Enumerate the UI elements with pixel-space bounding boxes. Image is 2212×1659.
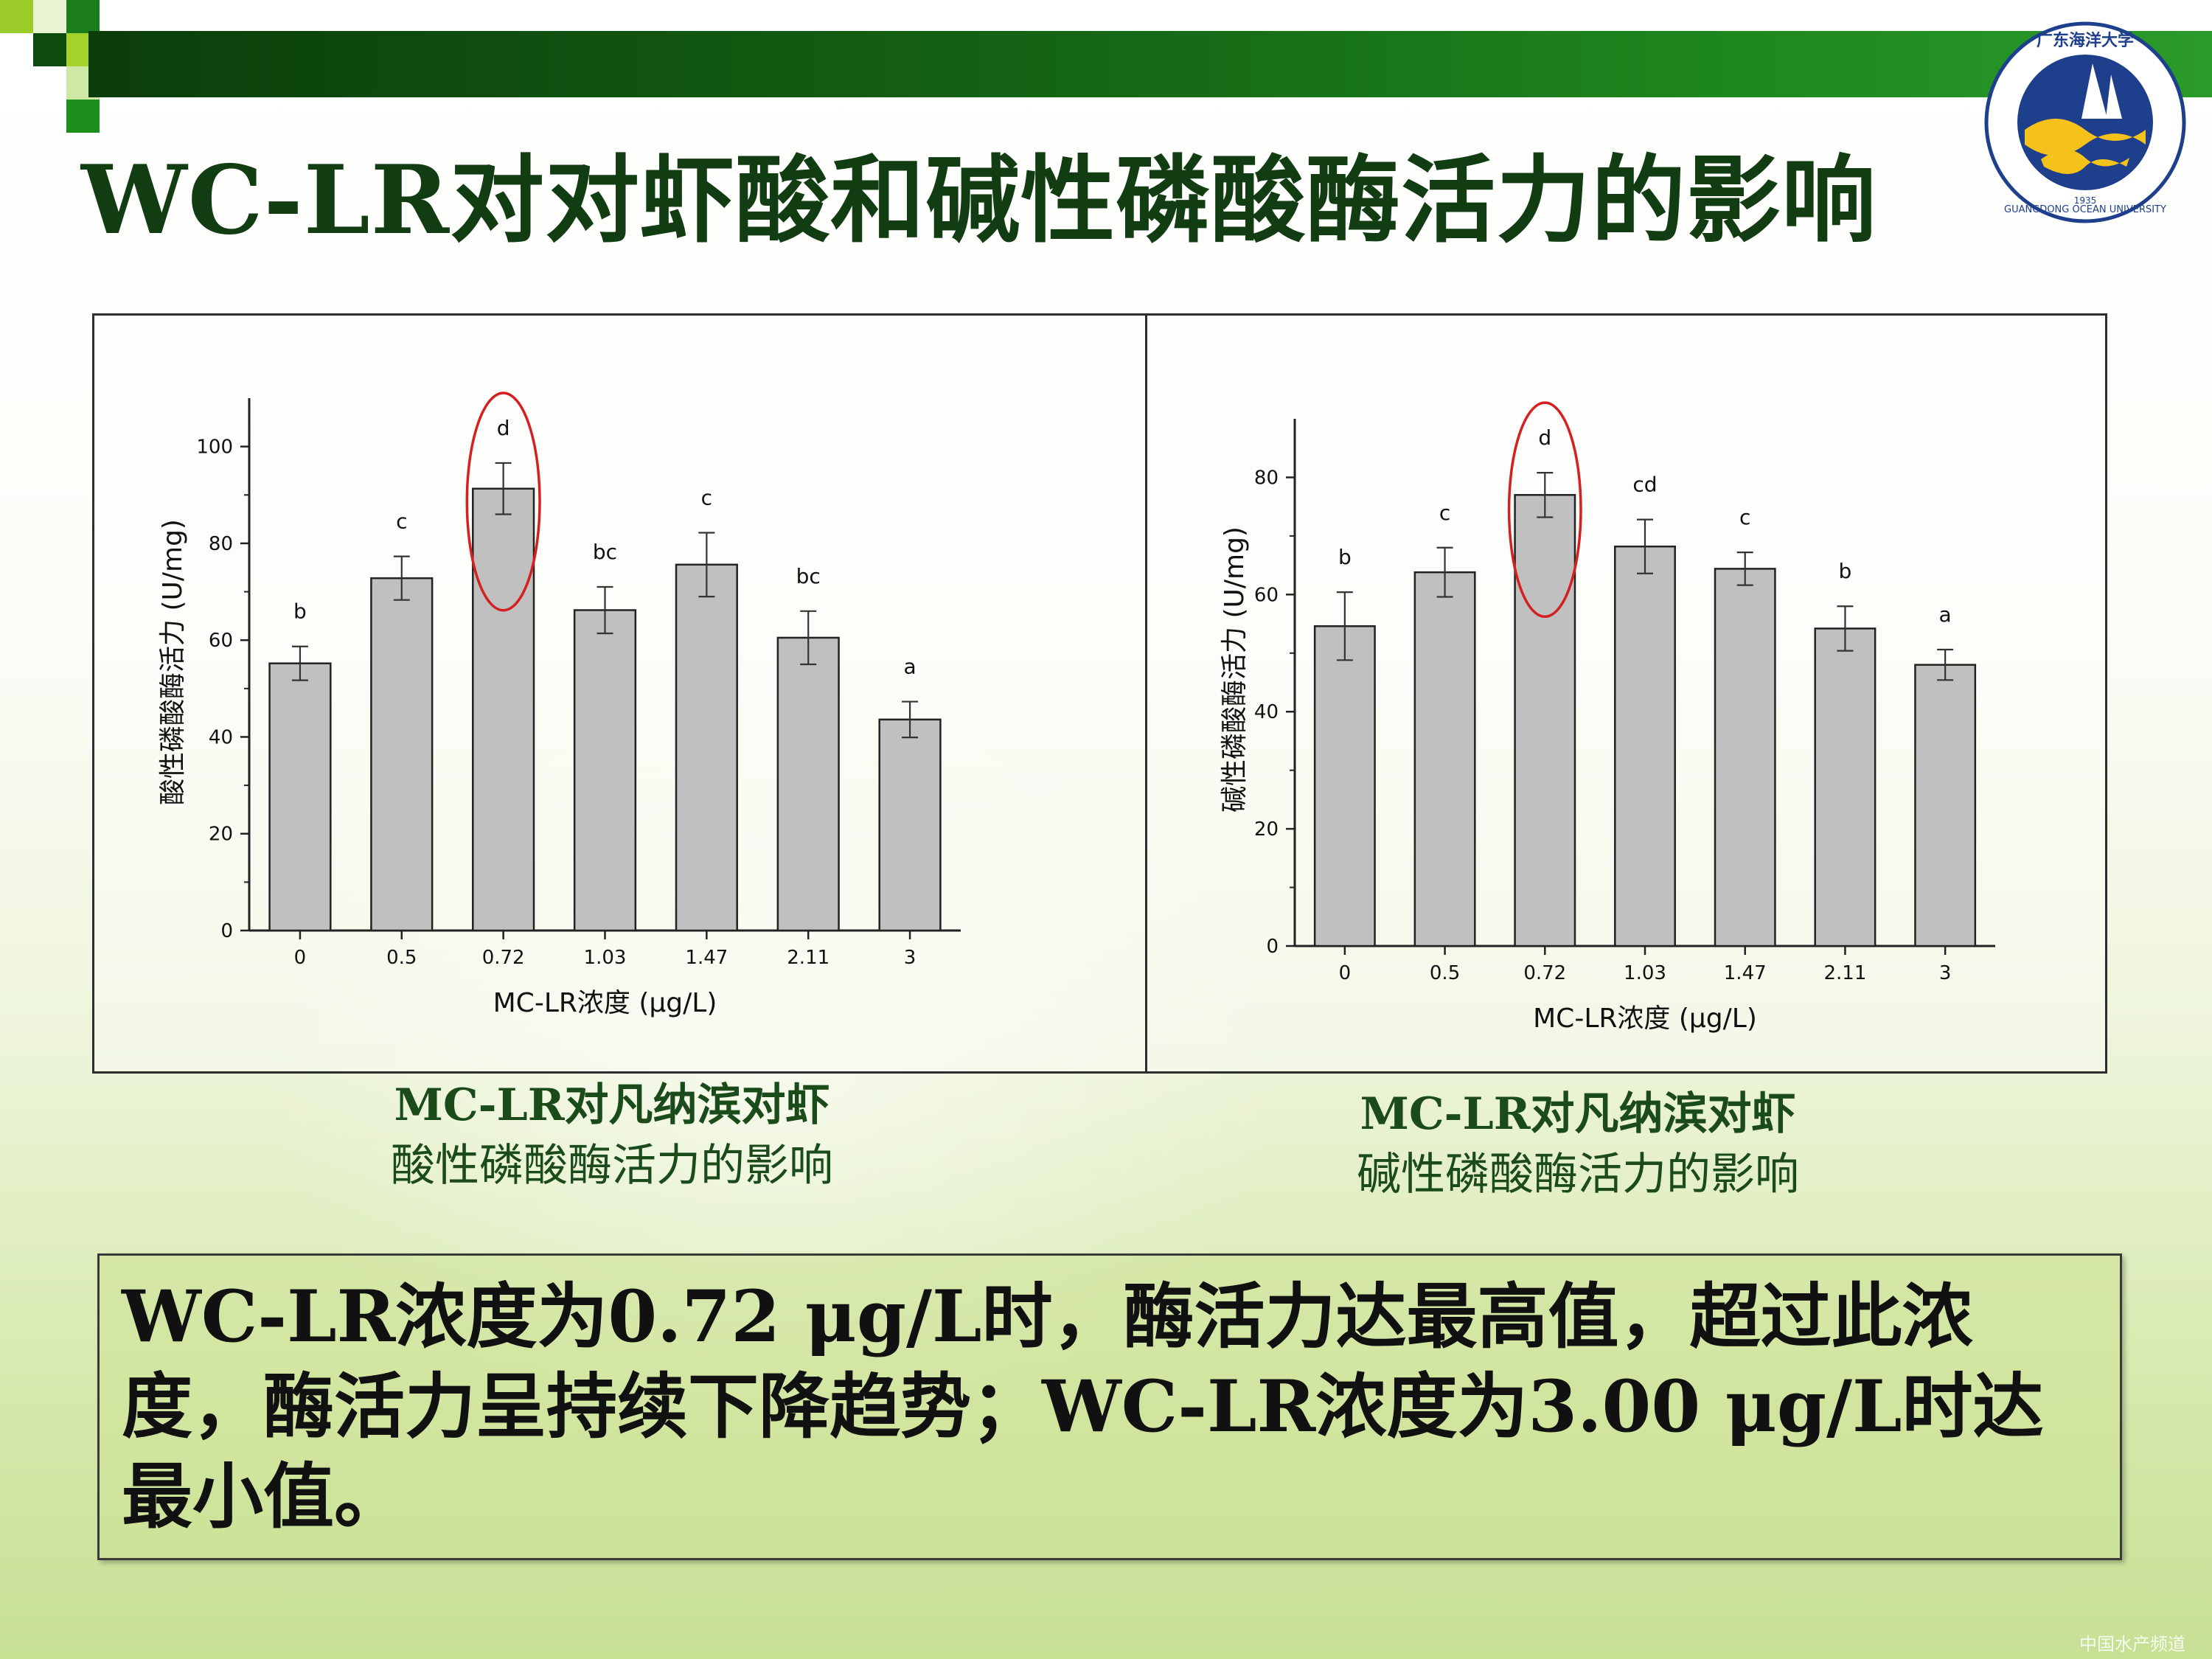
significance-label: a xyxy=(903,655,916,679)
significance-label: d xyxy=(1538,425,1551,450)
y-tick-label: 80 xyxy=(1254,467,1279,489)
logo-bottom-text: GUANGDONG OCEAN UNIVERSITY xyxy=(2004,204,2166,215)
acid-phosphatase-chart: 0 20 40 60 80 100 b 0 c 0.5 d 0.72 bc 1.03 c 1.47 bc 2.11… xyxy=(158,392,961,1018)
significance-label: bc xyxy=(796,564,821,588)
significance-label: c xyxy=(701,485,712,509)
significance-label: c xyxy=(1439,501,1450,525)
x-tick-label: 2.11 xyxy=(787,947,830,969)
x-tick-label: 1.03 xyxy=(584,947,627,969)
significance-label: bc xyxy=(593,540,617,564)
caption-right-line1: MC-LR对凡纳滨对虾 xyxy=(1360,1088,1796,1140)
highlight-ellipse xyxy=(465,392,541,612)
y-tick-label: 20 xyxy=(209,824,233,846)
y-tick-label: 0 xyxy=(220,920,233,942)
bar-2.11 xyxy=(1814,627,1877,947)
charts-divider xyxy=(1145,316,1147,1071)
significance-label: cd xyxy=(1632,473,1657,497)
bar-0 xyxy=(268,662,332,932)
significance-label: b xyxy=(1338,545,1352,569)
bar-0.5 xyxy=(370,577,434,932)
y-tick-label: 100 xyxy=(196,437,233,459)
significance-label: b xyxy=(293,599,307,624)
bar-0.72 xyxy=(1514,494,1576,947)
logo-year: 1935 xyxy=(2074,195,2097,206)
caption-left-line2: 酸性磷酸酶活力的影响 xyxy=(391,1140,833,1192)
university-logo: 广东海洋大学 GUANGDONG OCEAN UNIVERSITY 1935 xyxy=(1984,21,2186,223)
x-tick-label: 0.5 xyxy=(386,947,417,969)
y-axis-title: 碱性磷酸酶活力 (U/mg) xyxy=(1220,526,1250,813)
bar-0.72 xyxy=(472,487,535,932)
caption-left-line1: MC-LR对凡纳滨对虾 xyxy=(394,1079,830,1131)
title-bar xyxy=(88,31,2212,97)
x-tick-label: 0 xyxy=(294,947,307,969)
x-tick-label: 0.5 xyxy=(1430,962,1460,984)
conclusion-box: WC-LR浓度为0.72 μg/L时，酶活力达最高值，超过此浓度，酶活力呈持续下… xyxy=(97,1253,2122,1560)
slide-title: WC-LR对对虾酸和碱性磷酸酶活力的影响 xyxy=(81,145,1877,256)
bar-0.5 xyxy=(1413,571,1476,947)
x-tick-label: 0 xyxy=(1339,962,1352,984)
decor-square-2 xyxy=(33,0,66,33)
logo-top-text: 广东海洋大学 xyxy=(2037,31,2134,50)
highlight-ellipse xyxy=(1507,401,1582,619)
significance-label: c xyxy=(1739,505,1750,529)
bar-2.11 xyxy=(776,636,840,932)
x-tick-label: 3 xyxy=(1939,962,1952,984)
bar-1.47 xyxy=(1714,568,1776,947)
y-tick-label: 40 xyxy=(209,726,233,748)
significance-label: a xyxy=(1939,602,1952,627)
y-tick-label: 60 xyxy=(209,630,233,652)
decor-square-1 xyxy=(0,0,33,33)
decor-square-3 xyxy=(66,0,100,33)
watermark: 中国水产频道 xyxy=(2079,1634,2185,1655)
bar-1.47 xyxy=(675,563,738,932)
x-tick-label: 1.47 xyxy=(685,947,728,969)
bar-3 xyxy=(878,718,942,932)
y-tick-label: 0 xyxy=(1266,936,1279,958)
x-tick-label: 3 xyxy=(904,947,917,969)
bar-1.03 xyxy=(1614,545,1676,947)
x-tick-label: 1.03 xyxy=(1624,962,1666,984)
bar-1.03 xyxy=(573,609,637,932)
x-axis-title: MC-LR浓度 (μg/L) xyxy=(493,988,717,1018)
caption-right-line2: 碱性磷酸酶活力的影响 xyxy=(1357,1149,1799,1200)
y-tick-label: 60 xyxy=(1254,584,1279,606)
significance-label: d xyxy=(497,416,510,440)
conclusion-text: WC-LR浓度为0.72 μg/L时，酶活力达最高值，超过此浓度，酶活力呈持续下… xyxy=(122,1275,2044,1538)
x-tick-label: 2.11 xyxy=(1823,962,1866,984)
caption-right: MC-LR对凡纳滨对虾 碱性磷酸酶活力的影响 xyxy=(1209,1084,1947,1205)
x-tick-label: 1.47 xyxy=(1724,962,1767,984)
significance-label: c xyxy=(396,509,407,534)
x-tick-label: 0.72 xyxy=(1523,962,1566,984)
y-tick-label: 20 xyxy=(1254,818,1279,841)
alkaline-phosphatase-chart: 0 20 40 60 80 b 0 c 0.5 d 0.72 cd 1.03 c 1.47 b 2.11 a 3 MC… xyxy=(1220,401,1995,1034)
x-axis-title: MC-LR浓度 (μg/L) xyxy=(1533,1004,1757,1034)
y-tick-label: 40 xyxy=(1254,701,1279,723)
significance-label: b xyxy=(1839,559,1852,583)
decor-square-4 xyxy=(33,33,66,66)
decor-square-8 xyxy=(66,100,100,133)
bar-0 xyxy=(1313,625,1376,947)
bar-3 xyxy=(1914,664,1977,947)
y-axis-title: 酸性磷酸酶活力 (U/mg) xyxy=(158,519,188,805)
x-tick-label: 0.72 xyxy=(482,947,525,969)
caption-left: MC-LR对凡纳滨对虾 酸性磷酸酶活力的影响 xyxy=(243,1075,981,1196)
y-tick-label: 80 xyxy=(209,533,233,555)
